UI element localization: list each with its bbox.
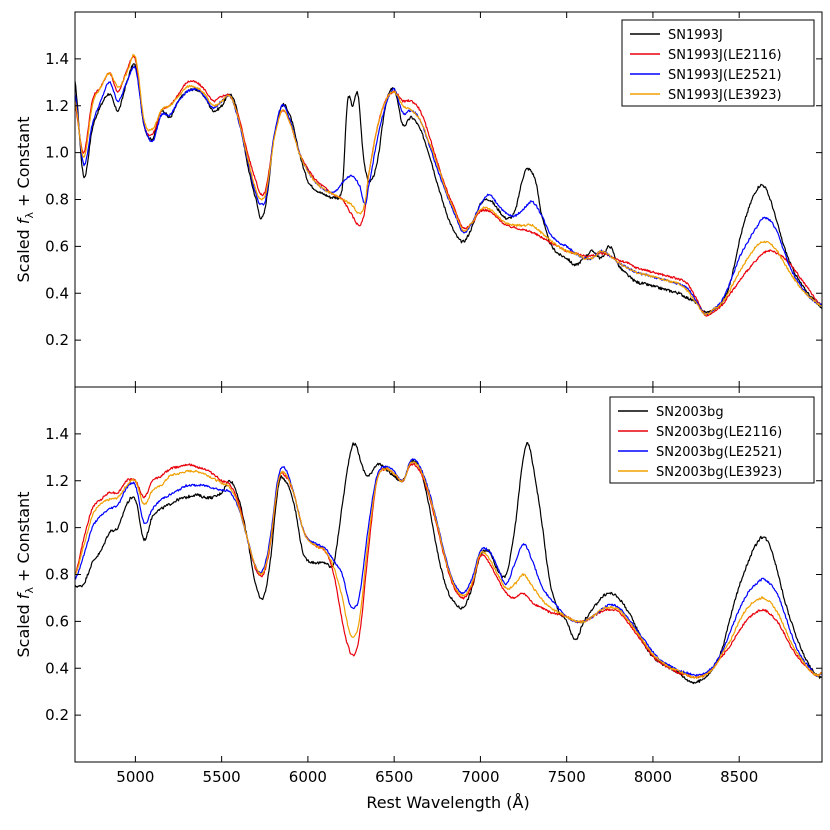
y-axis-label: Scaled fλ + Constant xyxy=(14,117,36,283)
top-panel-sn1993j: 0.2 0.4 0.6 0.8 1.0 1.2 1.4 Scaled fλ + Constan… xyxy=(14,11,823,388)
legend-label: SN1993J(LE2116) xyxy=(668,48,782,63)
x-tick-label: 8000 xyxy=(634,768,672,786)
y-tick-label: 1.0 xyxy=(45,519,69,537)
y-tick-label: 0.6 xyxy=(45,237,69,255)
y-tick-label: 0.8 xyxy=(45,191,69,209)
legend-label: SN2003bg(LE3923) xyxy=(656,465,782,480)
x-tick-label: 7000 xyxy=(461,768,499,786)
y-tick-label: 0.4 xyxy=(45,659,69,677)
x-tick-label: 8500 xyxy=(720,768,758,786)
y-tick-label: 1.4 xyxy=(45,425,69,443)
bottom-panel-sn2003bg: 5000 5500 6000 6500 7000 7500 8000 8500 0.2 0.4 0.… xyxy=(14,386,823,786)
y-tick-label: 0.4 xyxy=(45,284,69,302)
x-tick-label: 5000 xyxy=(116,768,154,786)
x-tick-label: 5500 xyxy=(203,768,241,786)
y-tick-label: 1.0 xyxy=(45,144,69,162)
x-axis-label: Rest Wavelength (Å) xyxy=(366,793,529,812)
y-tick-label: 1.4 xyxy=(45,50,69,68)
series-line-SN2003bg xyxy=(74,442,822,685)
series-line-SN1993J(LE2116) xyxy=(74,54,822,317)
legend-label: SN2003bg(LE2116) xyxy=(656,425,782,440)
legend: SN1993J SN1993J(LE2116) SN1993J(LE2521) SN1… xyxy=(621,19,815,107)
y-tick-label: 0.6 xyxy=(45,612,69,630)
x-tick-label: 6000 xyxy=(289,768,327,786)
series-line-SN1993J(LE2521) xyxy=(74,65,823,316)
y-axis-label: Scaled fλ + Constant xyxy=(14,492,36,658)
legend-label: SN1993J(LE3923) xyxy=(668,88,782,103)
y-tick-label: 0.2 xyxy=(45,706,69,724)
y-tick-label: 1.2 xyxy=(45,472,69,490)
legend: SN2003bg SN2003bg(LE2116) SN2003bg(LE2521)… xyxy=(609,396,815,484)
legend-label: SN1993J xyxy=(668,28,723,43)
series-line-SN1993J(LE3923) xyxy=(74,53,822,316)
series-line-SN2003bg(LE2116) xyxy=(74,463,823,679)
y-tick-label: 1.2 xyxy=(45,97,69,115)
series-line-SN2003bg(LE2521) xyxy=(74,458,822,677)
legend-label: SN2003bg xyxy=(656,405,724,420)
legend-label: SN2003bg(LE2521) xyxy=(656,445,782,460)
y-tick-label: 0.8 xyxy=(45,566,69,584)
series-line-SN2003bg(LE3923) xyxy=(74,461,823,679)
x-tick-label: 7500 xyxy=(548,768,586,786)
y-tick-label: 0.2 xyxy=(45,331,69,349)
legend-label: SN1993J(LE2521) xyxy=(668,68,782,83)
x-tick-label: 6500 xyxy=(375,768,413,786)
